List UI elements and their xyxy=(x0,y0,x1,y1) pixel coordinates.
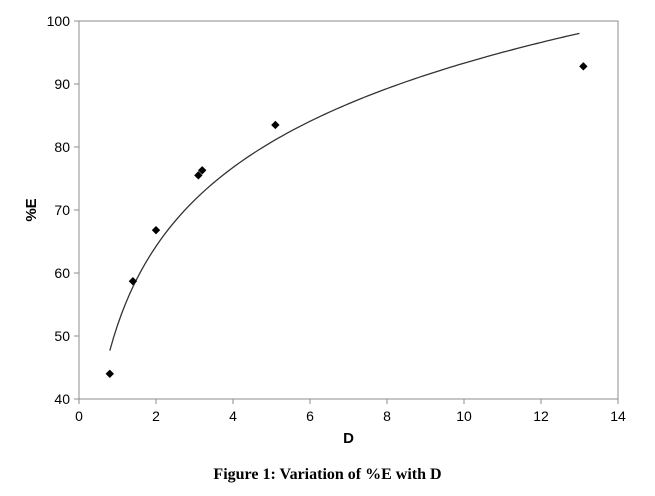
y-axis: 40 50 60 70 80 90 100 xyxy=(47,13,79,407)
data-point xyxy=(271,120,280,130)
x-tick-label: 10 xyxy=(456,408,472,424)
data-point xyxy=(151,225,161,235)
data-point xyxy=(198,166,207,175)
y-tick-label: 50 xyxy=(54,328,70,344)
data-point xyxy=(128,276,138,286)
data-point xyxy=(194,171,203,180)
x-tick-label: 6 xyxy=(306,408,314,424)
x-tick-label: 4 xyxy=(229,408,237,424)
y-tick-label: 80 xyxy=(54,139,70,155)
plot-area xyxy=(78,20,619,400)
x-tick-label: 12 xyxy=(533,408,549,424)
trendline xyxy=(109,32,580,351)
y-tick-label: 60 xyxy=(54,265,70,281)
y-axis-title: %E xyxy=(23,198,40,221)
y-tick-label: 70 xyxy=(54,202,70,218)
data-point xyxy=(105,369,114,378)
y-tick-label: 100 xyxy=(47,13,71,29)
x-axis: 0 2 4 6 8 10 12 14 xyxy=(75,399,626,424)
y-tick-label: 40 xyxy=(54,391,70,407)
x-tick-label: 2 xyxy=(152,408,160,424)
x-axis-title: D xyxy=(343,430,354,447)
data-series xyxy=(105,62,588,378)
x-tick-label: 0 xyxy=(75,408,83,424)
y-tick-label: 90 xyxy=(54,76,70,92)
data-point xyxy=(579,62,588,71)
x-tick-label: 14 xyxy=(610,408,626,424)
figure-caption: Figure 1: Variation of %E with D xyxy=(213,466,442,483)
x-tick-label: 8 xyxy=(383,408,391,424)
